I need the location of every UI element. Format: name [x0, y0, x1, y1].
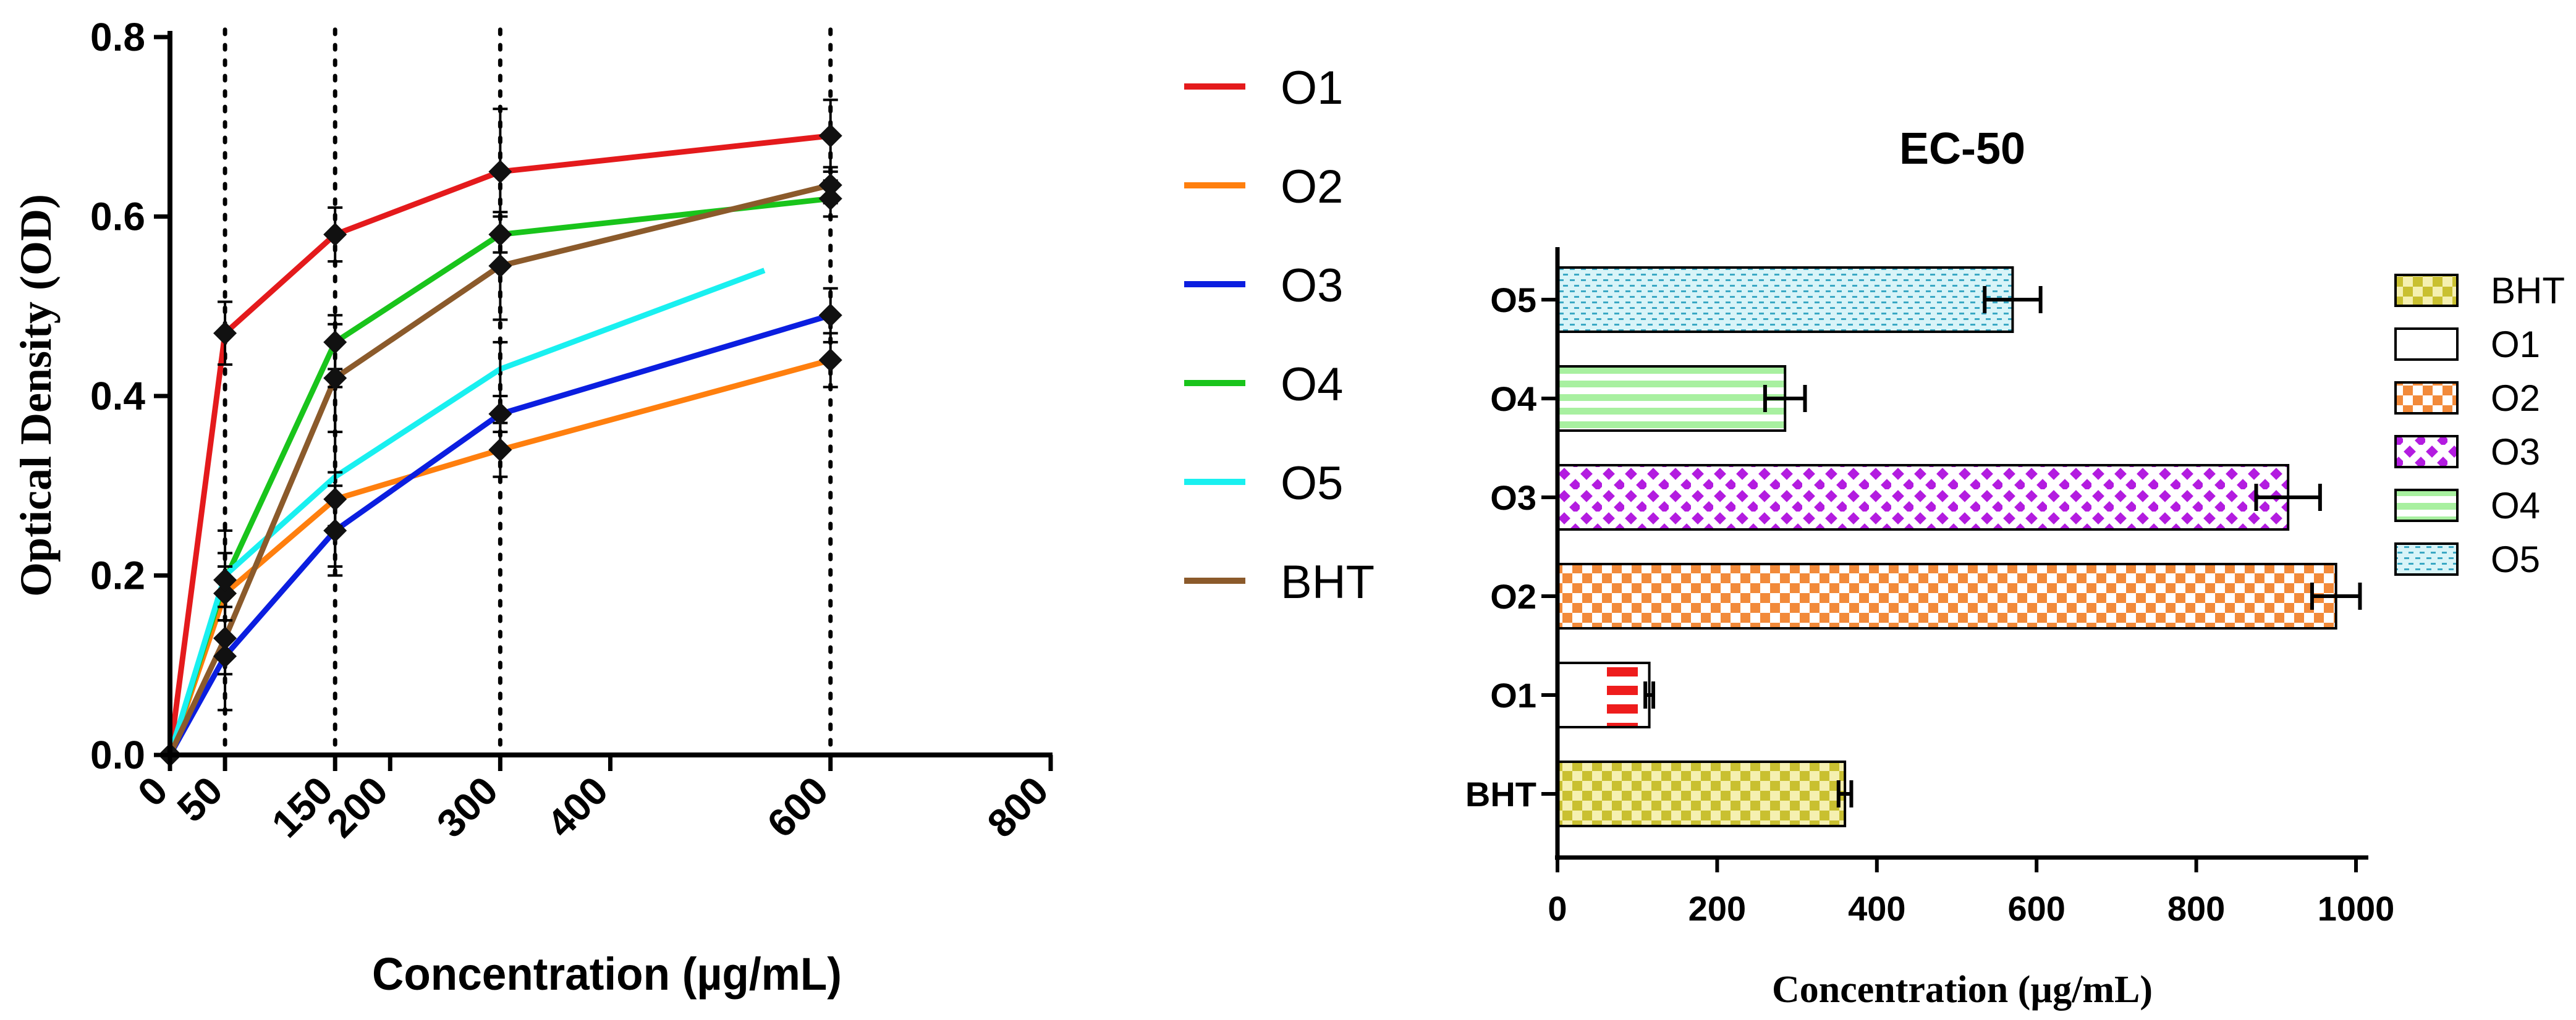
bar-legend-swatch-o1: [2394, 327, 2459, 361]
y-tick-label: 0.2: [90, 554, 145, 598]
marker-bht: [818, 173, 842, 197]
category-label-o3: O3: [1490, 478, 1536, 517]
bar-legend-label-bht: BHT: [2491, 270, 2565, 311]
line-chart-legend: O1 O2 O3 O4 O5 BHT: [1184, 62, 1375, 609]
marker-o2: [488, 438, 512, 462]
bar-error-bars: [1643, 286, 2362, 807]
bar-o2: [1556, 563, 2337, 630]
bar-o5: [1556, 266, 2014, 333]
bar-x-tick-label: 800: [2167, 889, 2225, 928]
bar-legend-swatch-o5: [2394, 542, 2459, 576]
x-tick-label: 400: [538, 768, 616, 846]
category-label-bht: BHT: [1465, 775, 1536, 814]
legend-label-o5: O5: [1281, 457, 1343, 510]
bar-legend-label-o3: O3: [2491, 431, 2540, 473]
marker-o2: [323, 487, 347, 512]
bar-bht: [1556, 761, 1847, 827]
marker-o3: [323, 518, 347, 542]
marker-o4: [488, 222, 512, 247]
bar-x-ticks: 0 200 400 600 800 1000: [1548, 858, 2394, 928]
x-axis-label: Concentration (µg/mL): [372, 948, 842, 1000]
bar-chart: EC-50 O5 O4 O3 O2 O1 BHT 0 200 400 600 800 1000 Co…: [1465, 124, 2394, 1011]
bar-x-axis-label: Concentration (µg/mL): [1772, 969, 2153, 1011]
bar-legend-label-o1: O1: [2491, 324, 2540, 365]
bar-legend-label-o2: O2: [2491, 377, 2540, 419]
legend-label-o2: O2: [1281, 161, 1343, 213]
marker-bht: [323, 366, 347, 390]
bar-legend-swatch-o2: [2394, 381, 2459, 415]
marker-o1: [488, 159, 512, 183]
category-label-o1: O1: [1490, 676, 1536, 715]
bar-o1: [1556, 662, 1651, 728]
marker-o4: [213, 568, 237, 592]
bars: [1556, 266, 2337, 827]
legend-label-o1: O1: [1281, 62, 1343, 114]
legend-label-bht: BHT: [1281, 556, 1375, 609]
x-tick-label: 300: [428, 768, 506, 846]
y-tick-label: 0.4: [90, 374, 145, 418]
x-tick-label: 50: [169, 768, 231, 830]
bar-x-tick-label: 1000: [2318, 889, 2395, 928]
marker-o3: [818, 303, 842, 327]
bar-chart-legend: BHT O1 O2 O3 O4 O5: [2394, 270, 2565, 580]
bar-legend-label-o5: O5: [2491, 539, 2540, 580]
marker-bht: [213, 626, 237, 651]
x-tick-label: 200: [318, 768, 396, 846]
category-label-o4: O4: [1490, 379, 1536, 418]
bar-x-tick-label: 400: [1848, 889, 1905, 928]
legend-label-o3: O3: [1281, 259, 1343, 312]
legend-label-o4: O4: [1281, 358, 1343, 411]
bar-x-tick-label: 200: [1688, 889, 1746, 928]
marker-o3: [488, 402, 512, 426]
data-markers: [158, 124, 842, 767]
x-tick-label: 600: [758, 768, 836, 846]
bar-legend-swatch-o4: [2394, 489, 2459, 522]
y-ticks: 0.0 0.2 0.4 0.6 0.8: [90, 15, 170, 777]
series-lines: [167, 133, 832, 757]
marker-o2: [818, 348, 842, 372]
bar-legend-label-o4: O4: [2491, 485, 2540, 526]
y-tick-label: 0.8: [90, 15, 145, 59]
marker-o4: [818, 187, 842, 211]
bar-x-tick-label: 600: [2007, 889, 2065, 928]
marker-o1: [323, 222, 347, 247]
bar-legend-swatch-o3: [2394, 435, 2459, 468]
y-tick-label: 0.0: [90, 733, 145, 777]
bar-o4: [1556, 365, 1787, 432]
y-tick-label: 0.6: [90, 195, 145, 239]
x-tick-label: 800: [978, 768, 1056, 846]
y-axis-label: Optical Density (OD): [11, 194, 61, 597]
marker-bht: [488, 254, 512, 278]
bar-x-tick-label: 0: [1548, 889, 1567, 928]
bar-category-ticks: O5 O4 O3 O2 O1 BHT: [1465, 280, 1557, 814]
bar-o3: [1556, 464, 2290, 531]
category-label-o2: O2: [1490, 577, 1536, 616]
bar-legend-swatch-bht: [2394, 274, 2459, 307]
bar-chart-title: EC-50: [1899, 124, 2025, 174]
marker-o4: [323, 330, 347, 354]
marker-o2: [213, 581, 237, 605]
dotted-reference-lines: [222, 27, 833, 757]
marker-o1: [818, 124, 842, 148]
marker-o3: [213, 644, 237, 668]
marker-o1: [213, 321, 237, 345]
category-label-o5: O5: [1490, 280, 1536, 319]
